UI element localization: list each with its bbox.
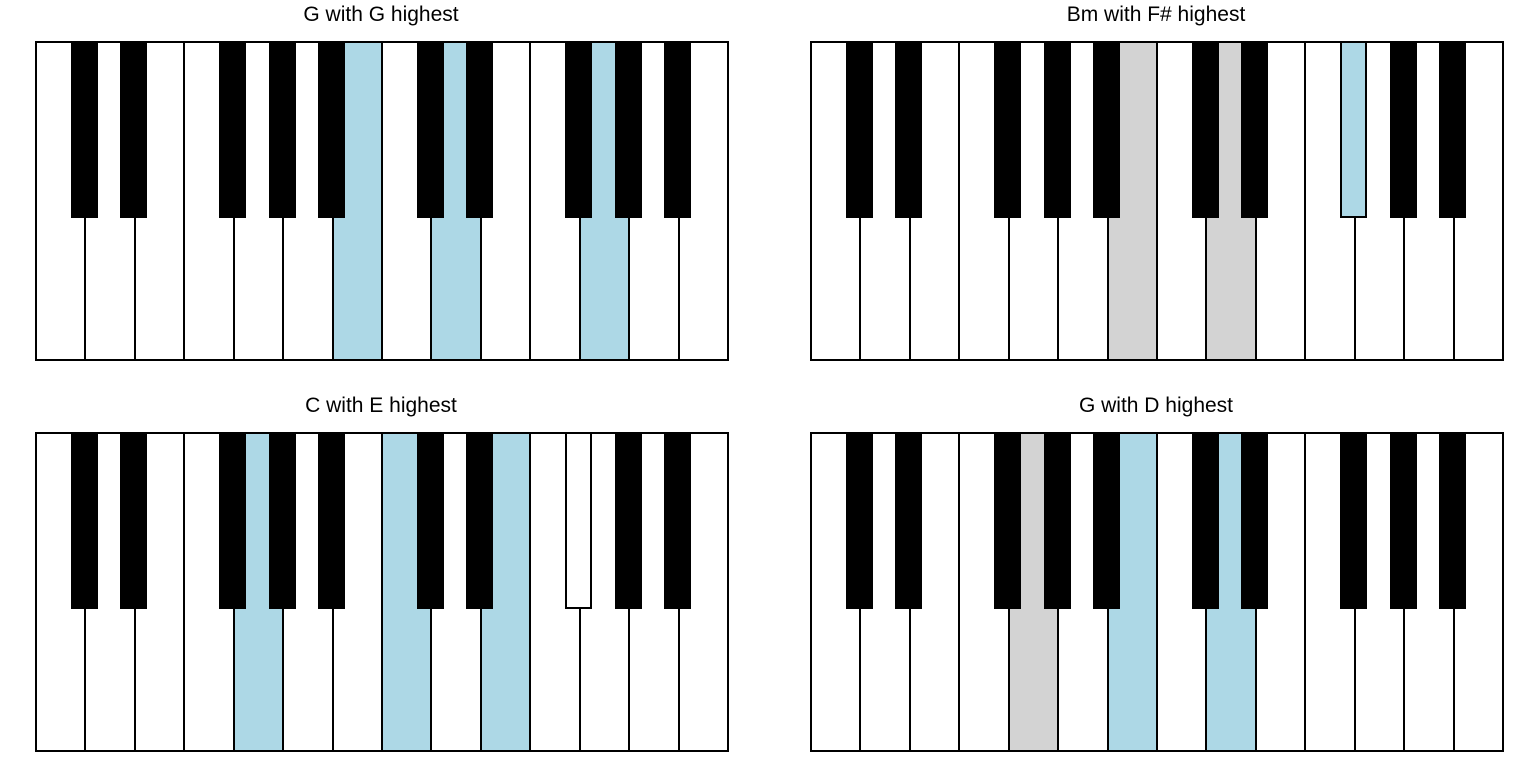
black-key xyxy=(614,432,642,609)
black-key xyxy=(994,41,1022,218)
black-key xyxy=(268,432,296,609)
black-key xyxy=(318,41,346,218)
black-key xyxy=(845,432,873,609)
panel-title: Bm with F# highest xyxy=(1066,3,1246,26)
black-key xyxy=(70,41,98,218)
black-key xyxy=(1340,432,1368,609)
keyboard xyxy=(810,432,1505,752)
black-key xyxy=(416,41,444,218)
black-key xyxy=(1439,432,1467,609)
black-key xyxy=(1241,432,1269,609)
black-key xyxy=(416,432,444,609)
black-key xyxy=(994,432,1022,609)
black-key xyxy=(1093,41,1121,218)
panel-title: G with G highest xyxy=(303,3,459,26)
black-key xyxy=(318,432,346,609)
black-key xyxy=(1043,432,1071,609)
black-key xyxy=(1241,41,1269,218)
black-key xyxy=(1191,41,1219,218)
black-key xyxy=(845,41,873,218)
black-key xyxy=(219,432,247,609)
panel-title: G with D highest xyxy=(1078,394,1234,417)
black-key xyxy=(895,41,923,218)
black-key xyxy=(1093,432,1121,609)
keyboard xyxy=(35,41,730,361)
keyboard xyxy=(810,41,1505,361)
black-key xyxy=(120,432,148,609)
black-key xyxy=(219,41,247,218)
black-key xyxy=(1340,41,1368,218)
black-key xyxy=(1043,41,1071,218)
black-key xyxy=(1191,432,1219,609)
black-key xyxy=(614,41,642,218)
black-key xyxy=(120,41,148,218)
black-key xyxy=(1389,41,1417,218)
black-key xyxy=(466,432,494,609)
black-key xyxy=(895,432,923,609)
black-key xyxy=(70,432,98,609)
black-key xyxy=(664,432,692,609)
black-key xyxy=(565,41,593,218)
black-key xyxy=(1389,432,1417,609)
black-key xyxy=(1439,41,1467,218)
panel-title: C with E highest xyxy=(305,394,457,417)
black-key xyxy=(565,432,593,609)
black-key xyxy=(268,41,296,218)
black-key xyxy=(466,41,494,218)
black-key xyxy=(664,41,692,218)
keyboard xyxy=(35,432,730,752)
